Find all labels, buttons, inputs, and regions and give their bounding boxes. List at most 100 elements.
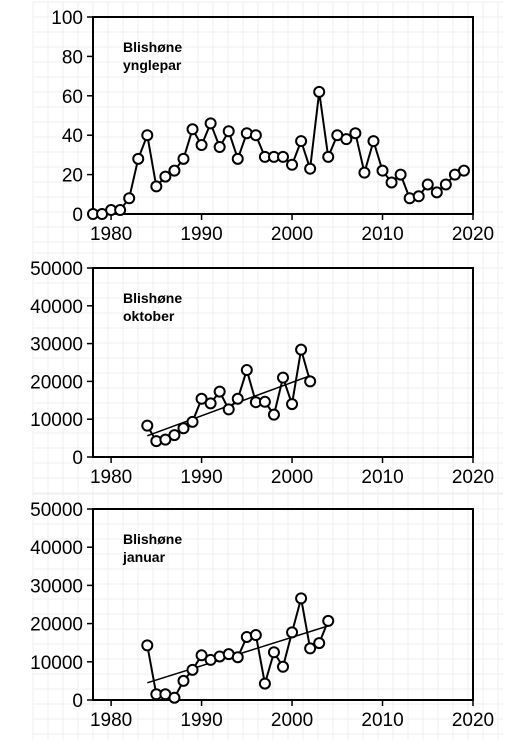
- y-tick-label: 0: [72, 205, 83, 226]
- background-grid: [32, 252, 503, 497]
- x-tick-label: 2000: [271, 710, 313, 731]
- x-tick-label: 2020: [452, 467, 494, 488]
- y-tick-label: 10000: [30, 410, 83, 431]
- data-point: [177, 674, 190, 687]
- data-point: [313, 85, 326, 98]
- data-point: [258, 395, 271, 408]
- data-point: [222, 125, 235, 138]
- data-point: [186, 415, 199, 428]
- x-tick-label: 2000: [271, 467, 313, 488]
- data-point: [267, 408, 280, 421]
- y-tick-label: 20000: [30, 615, 83, 636]
- data-point: [195, 139, 208, 152]
- data-point: [358, 166, 371, 179]
- data-point: [240, 364, 253, 377]
- y-tick-label: 40: [62, 126, 83, 147]
- panel-label: Blishøne januar: [122, 531, 182, 565]
- y-tick-label: 80: [62, 47, 83, 68]
- x-tick-label: 1980: [90, 710, 132, 731]
- data-point: [295, 592, 308, 605]
- y-tick-label: 40000: [30, 297, 83, 318]
- data-point: [249, 129, 262, 142]
- data-point: [277, 371, 289, 384]
- x-tick-label: 1990: [180, 710, 222, 731]
- y-tick-label: 10000: [30, 653, 83, 674]
- data-point: [159, 433, 172, 446]
- panel-label: Blishøne ynglepar: [123, 39, 182, 73]
- y-tick-label: 100: [51, 8, 83, 29]
- y-tick-label: 50000: [30, 500, 83, 521]
- panel-label-line: januar: [122, 549, 166, 565]
- chart-panel-1: 0 20 40 60 80 100 1980 1990 2000 2010 2020 Blishøne…: [32, 1, 503, 254]
- y-tick-label: 0: [72, 448, 83, 469]
- data-point: [123, 192, 136, 205]
- data-point: [457, 164, 470, 177]
- data-point: [159, 170, 172, 183]
- data-point: [385, 176, 398, 189]
- data-point: [177, 152, 190, 165]
- data-point: [204, 117, 217, 130]
- chart-panel-3: 0 10000 20000 30000 40000 50000 1980 1990 2000 20…: [30, 493, 503, 740]
- data-point: [277, 150, 289, 163]
- y-tick-label: 60: [62, 87, 83, 108]
- data-point: [286, 626, 299, 639]
- data-point: [186, 663, 199, 676]
- panel-label-line: oktober: [123, 308, 175, 324]
- y-tick-label: 30000: [30, 335, 83, 356]
- data-point: [286, 398, 299, 411]
- panel-label-line: Blishøne: [123, 39, 182, 55]
- x-tick-label: 2010: [361, 224, 403, 245]
- x-tick-label: 2020: [452, 710, 494, 731]
- x-tick-label: 2020: [452, 224, 494, 245]
- data-point: [295, 343, 308, 356]
- x-tick-label: 1990: [180, 224, 222, 245]
- data-point: [349, 127, 362, 140]
- data-point: [394, 168, 407, 181]
- data-point: [141, 639, 154, 652]
- x-tick-label: 2000: [271, 224, 313, 245]
- panel-label-line: Blishøne: [123, 290, 182, 306]
- plot-frame: [92, 508, 474, 701]
- data-point: [295, 135, 308, 148]
- data-point: [141, 129, 154, 142]
- y-tick-label: 40000: [30, 538, 83, 559]
- data-point: [195, 392, 208, 405]
- data-point: [231, 152, 244, 165]
- data-point: [376, 164, 389, 177]
- y-tick-label: 20000: [30, 372, 83, 393]
- panel-label-line: ynglepar: [123, 57, 182, 73]
- y-tick-label: 50000: [30, 259, 83, 280]
- background-grid: [32, 493, 503, 740]
- data-point: [249, 629, 262, 642]
- data-point: [168, 164, 181, 177]
- data-point: [213, 141, 226, 154]
- data-point: [231, 392, 244, 405]
- x-tick-label: 2010: [361, 710, 403, 731]
- data-point: [340, 133, 353, 146]
- panel-label: Blishøne oktober: [123, 290, 182, 324]
- panel-label-line: Blishøne: [123, 531, 182, 547]
- plot-frame: [92, 267, 474, 458]
- data-point: [267, 646, 280, 659]
- data-point: [277, 660, 289, 673]
- data-point: [304, 375, 317, 388]
- data-point: [177, 422, 190, 435]
- y-tick-label: 0: [72, 691, 83, 712]
- data-point: [367, 135, 380, 148]
- y-tick-label: 20: [62, 166, 83, 187]
- data-point: [168, 691, 181, 704]
- data-point: [304, 162, 317, 175]
- data-point: [195, 649, 208, 662]
- data-point: [231, 651, 244, 664]
- data-point: [412, 190, 425, 203]
- x-tick-label: 2010: [361, 467, 403, 488]
- data-point: [222, 403, 235, 416]
- x-tick-label: 1980: [90, 467, 132, 488]
- data-point: [114, 204, 127, 217]
- data-point: [141, 419, 154, 432]
- data-point: [186, 123, 199, 136]
- chart-panel-2: 0 10000 20000 30000 40000 50000 1980 1990 2000 20…: [30, 252, 503, 497]
- plot-frame: [92, 16, 474, 215]
- x-tick-label: 1980: [90, 224, 132, 245]
